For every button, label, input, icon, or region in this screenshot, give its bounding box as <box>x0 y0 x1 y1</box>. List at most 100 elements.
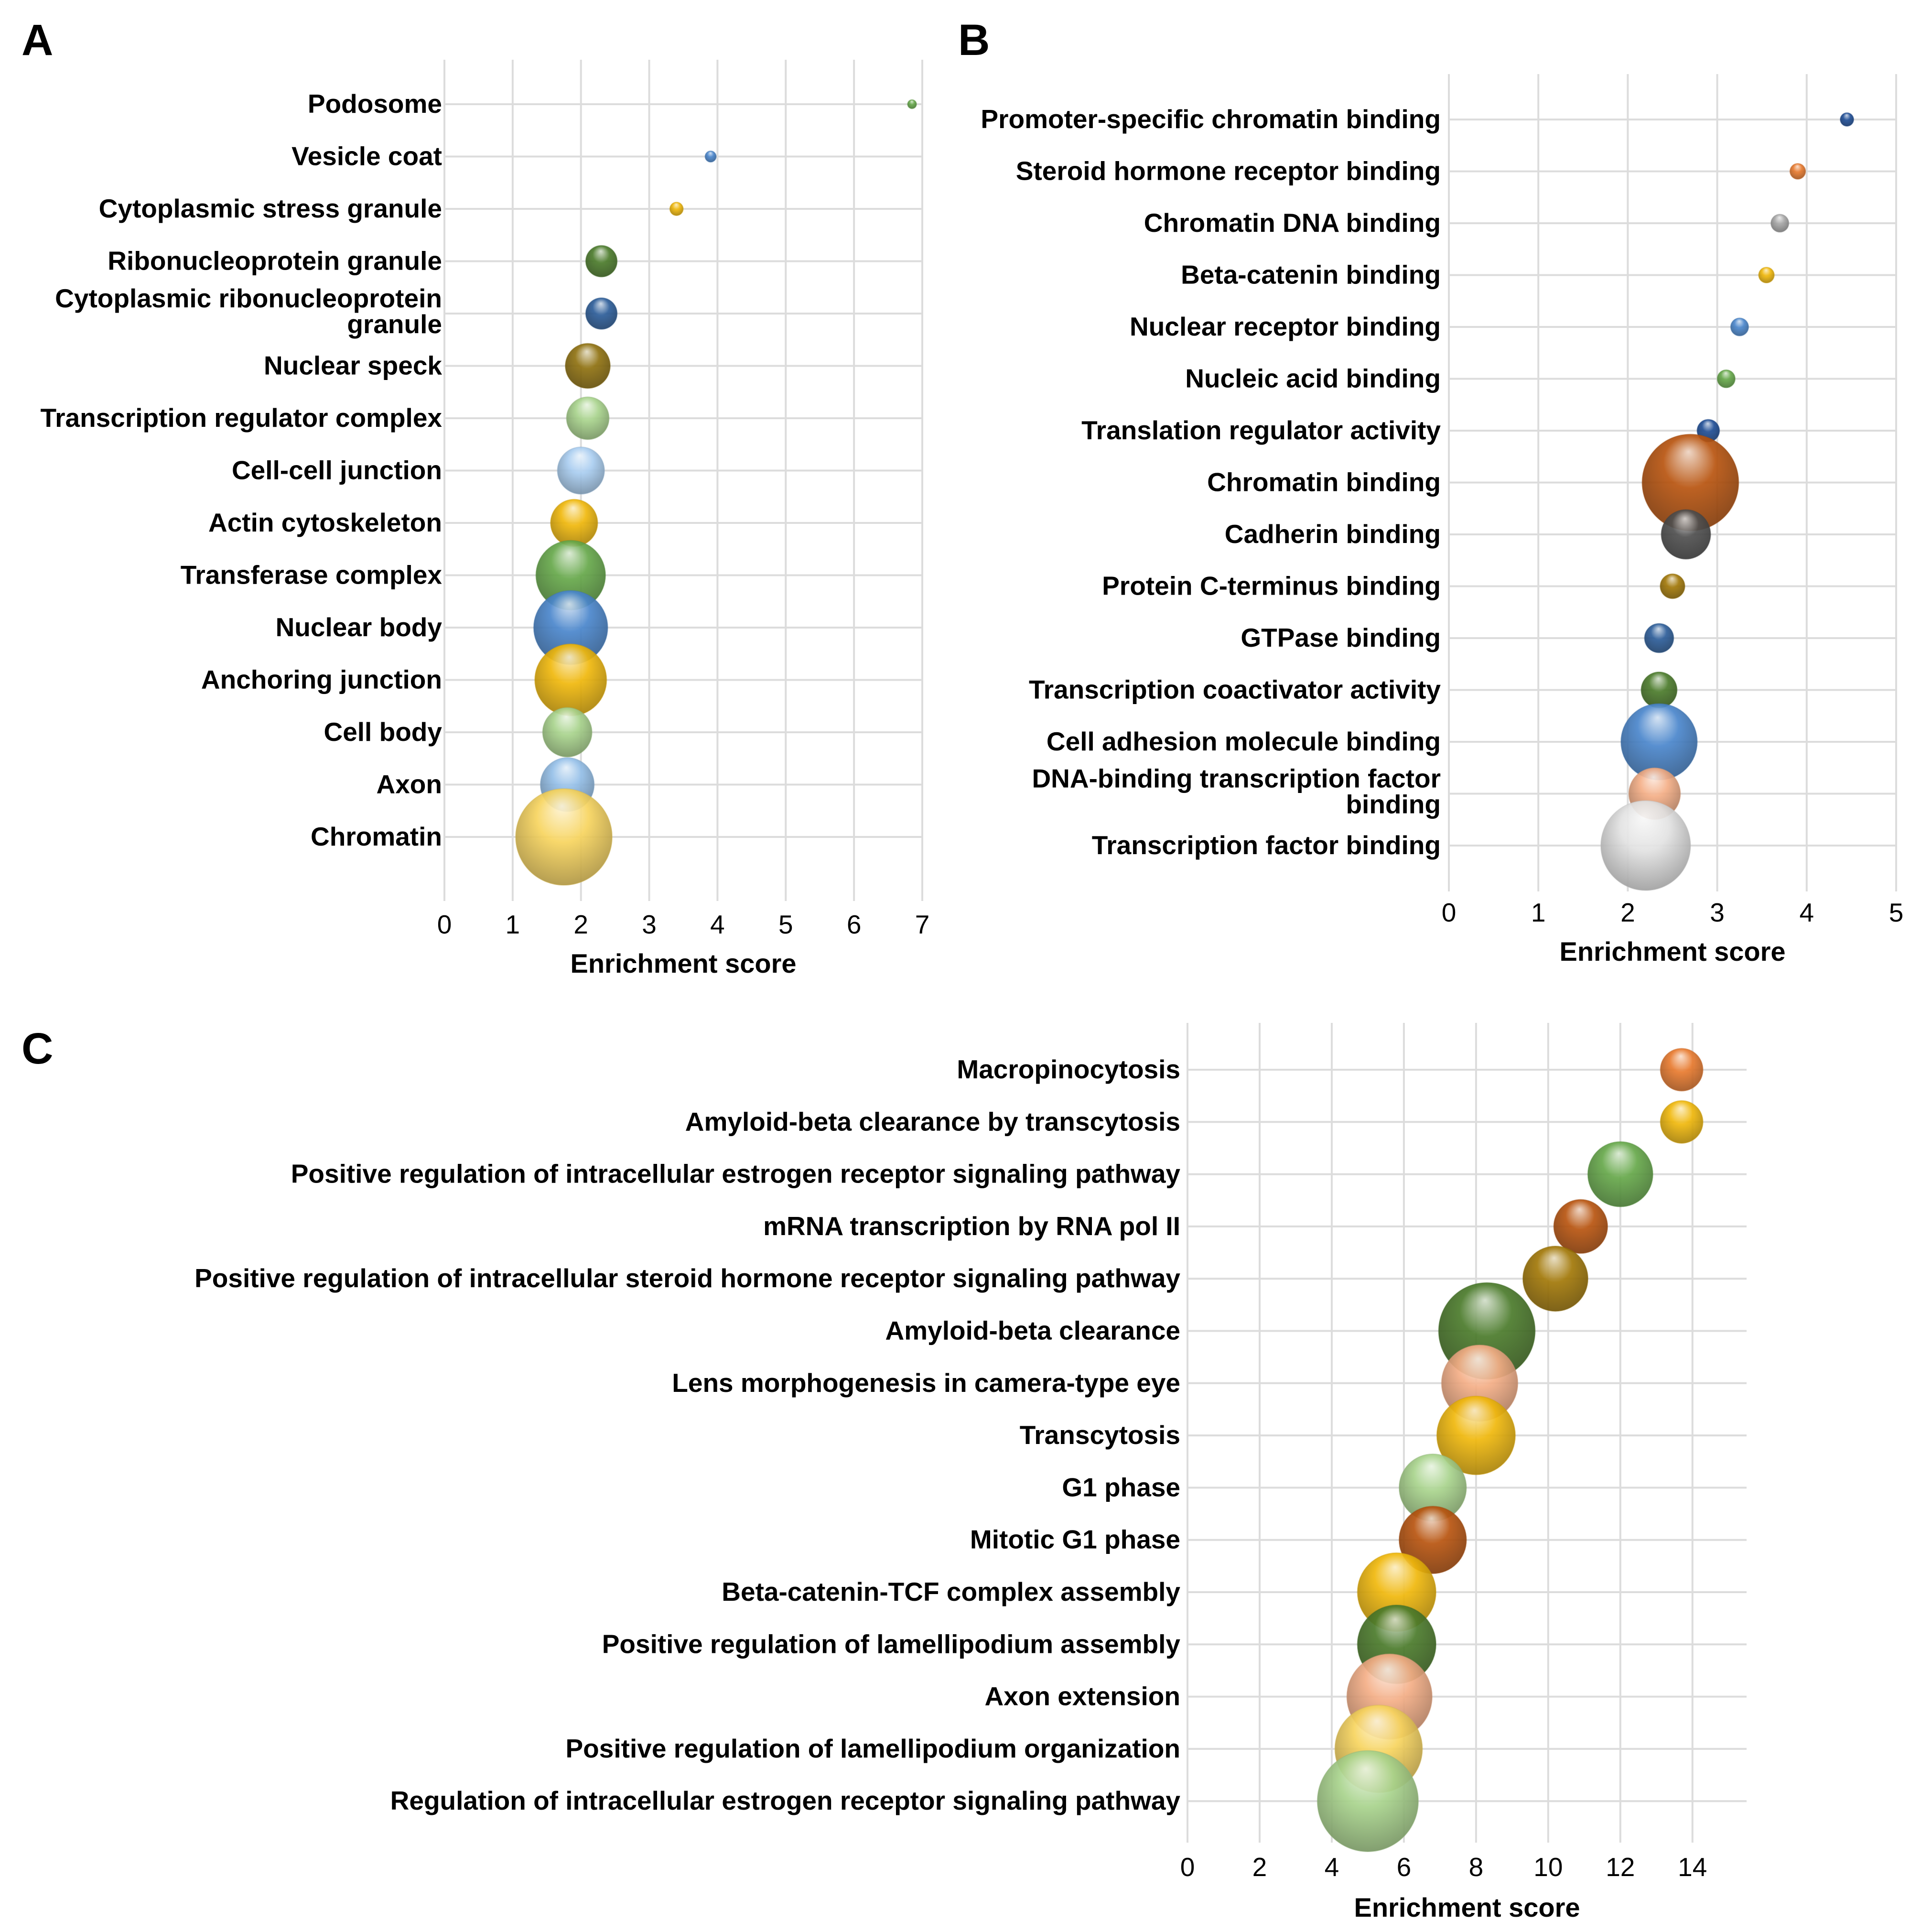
category-label: Actin cytoskeleton <box>208 508 442 537</box>
bubble <box>1730 317 1749 336</box>
category-label: Axon extension <box>984 1682 1180 1711</box>
category-label: G1 phase <box>1062 1472 1180 1502</box>
bubble <box>1640 671 1678 709</box>
category-label: Nuclear receptor binding <box>1130 312 1441 341</box>
panel-label-b: B <box>958 16 990 65</box>
category-label: Regulation of intracellular estrogen rec… <box>390 1786 1181 1815</box>
category-label: Podosome <box>308 89 442 119</box>
category-label: Nucleic acid binding <box>1185 364 1441 393</box>
bubble <box>550 499 598 547</box>
category-label: Positive regulation of intracellular ste… <box>194 1263 1180 1293</box>
x-tick-label: 6 <box>847 910 862 939</box>
category-label: Macropinocytosis <box>957 1054 1180 1084</box>
category-label: Positive regulation of intracellular est… <box>291 1159 1181 1189</box>
bubble <box>1553 1199 1608 1254</box>
category-label: Positive regulation of lamellipodium org… <box>565 1734 1180 1763</box>
x-tick-label: 10 <box>1533 1852 1563 1882</box>
bubble <box>669 201 684 217</box>
panel-a-chart: 0 1 2 3 4 5 6 7 Enrichment score Podosome Vesicle … <box>41 60 930 978</box>
x-tick-label: 2 <box>1252 1852 1267 1882</box>
x-tick-label: 4 <box>1800 898 1814 927</box>
category-label: Cell-cell junction <box>232 456 442 485</box>
x-tick-label: 3 <box>1710 898 1725 927</box>
bubble <box>1644 623 1674 653</box>
x-axis-title: Enrichment score <box>570 948 796 978</box>
category-label: Transcription factor binding <box>1092 830 1441 860</box>
bubble <box>557 446 605 495</box>
x-tick-label: 14 <box>1678 1852 1707 1882</box>
category-label: Cadherin binding <box>1225 519 1441 549</box>
category-label: Chromatin DNA binding <box>1144 208 1441 238</box>
bubble <box>1587 1141 1653 1207</box>
bubble <box>1660 1048 1704 1092</box>
bubble <box>1600 800 1691 891</box>
x-tick-label: 4 <box>710 910 725 939</box>
x-axis-title: Enrichment score <box>1559 936 1785 966</box>
category-label: DNA-binding transcription factor binding <box>1032 764 1441 819</box>
category-label: Ribonucleoprotein granule <box>108 246 442 276</box>
category-label: Nuclear speck <box>264 351 442 380</box>
category-label: GTPase binding <box>1241 623 1441 652</box>
category-label: Amyloid-beta clearance by transcytosis <box>685 1107 1180 1136</box>
x-tick-label: 0 <box>1180 1852 1195 1882</box>
bubble <box>1317 1750 1419 1852</box>
bubble <box>585 297 618 330</box>
category-label: Promoter-specific chromatin binding <box>981 104 1441 134</box>
bubble <box>566 396 610 440</box>
bubble <box>1839 112 1855 127</box>
panel-label-a: A <box>22 16 53 65</box>
bubble <box>1522 1246 1589 1312</box>
x-tick-label: 12 <box>1606 1852 1635 1882</box>
bubble <box>585 245 618 278</box>
category-label: mRNA transcription by RNA pol II <box>763 1211 1180 1241</box>
x-axis-title: Enrichment score <box>1354 1892 1580 1922</box>
category-label: Anchoring junction <box>201 665 442 695</box>
category-label: Mitotic G1 phase <box>970 1525 1180 1554</box>
x-tick-label: 1 <box>1531 898 1546 927</box>
bubble <box>1436 1395 1516 1476</box>
category-label: Cell adhesion molecule binding <box>1047 727 1441 756</box>
category-label: Cytoplasmic stress granule <box>99 194 442 223</box>
bubble <box>534 643 607 716</box>
x-tick-label: 3 <box>642 910 657 939</box>
category-label: Translation regulator activity <box>1081 415 1441 445</box>
bubble <box>704 150 717 163</box>
category-label: Transferase complex <box>181 560 442 590</box>
bubble <box>1770 214 1790 233</box>
category-label: Steroid hormone receptor binding <box>1016 156 1441 186</box>
category-label: Beta-catenin binding <box>1181 260 1441 290</box>
category-label: Vesicle coat <box>291 141 442 171</box>
bubble <box>565 343 611 389</box>
x-tick-label: 6 <box>1397 1852 1412 1882</box>
category-label: Chromatin <box>311 822 442 851</box>
category-label: Transcription coactivator activity <box>1029 675 1441 705</box>
x-tick-label: 8 <box>1469 1852 1484 1882</box>
bubble <box>1716 369 1736 389</box>
category-label: Transcytosis <box>1020 1420 1180 1450</box>
x-tick-label: 1 <box>506 910 520 939</box>
category-label: Positive regulation of lamellipodium ass… <box>602 1629 1181 1659</box>
category-label: Transcription regulator complex <box>41 403 442 433</box>
category-label: Cytoplasmic ribonucleoprotein granule <box>55 283 442 339</box>
bubble <box>1661 509 1711 560</box>
x-tick-label: 5 <box>778 910 793 939</box>
bubble <box>1789 163 1806 180</box>
category-label: Axon <box>377 770 442 799</box>
category-label: Beta-catenin-TCF complex assembly <box>722 1577 1180 1606</box>
panel-b-chart: 0 1 2 3 4 5 Enrichment score Promoter-specific … <box>981 74 1903 966</box>
category-label: Cell body <box>324 717 442 747</box>
category-label: Lens morphogenesis in camera-type eye <box>672 1368 1180 1398</box>
x-tick-label: 2 <box>1620 898 1635 927</box>
bubble <box>542 707 593 758</box>
x-tick-label: 7 <box>915 910 930 939</box>
bubble <box>1398 1506 1467 1574</box>
x-tick-label: 0 <box>1442 898 1457 927</box>
x-tick-label: 5 <box>1889 898 1904 927</box>
category-label: Nuclear body <box>276 612 442 642</box>
category-label: Chromatin binding <box>1207 467 1441 497</box>
bubble <box>1758 267 1775 283</box>
panel-c-chart: 0 2 4 6 8 10 12 14 Enrichment score Macropinocyto… <box>194 1023 1747 1922</box>
x-tick-label: 2 <box>573 910 588 939</box>
x-tick-label: 0 <box>437 910 452 939</box>
